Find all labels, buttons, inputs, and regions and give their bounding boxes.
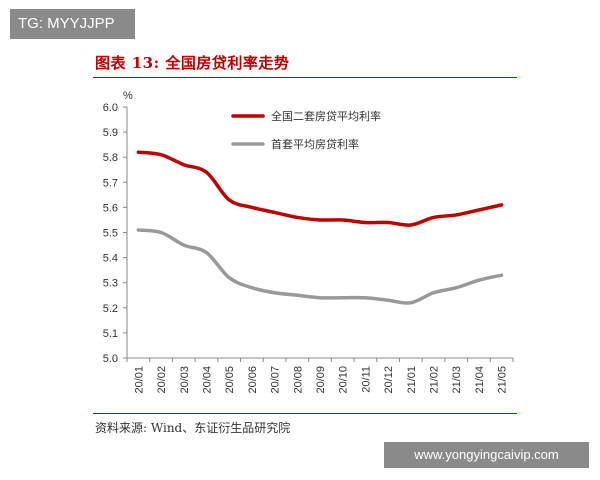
- y-tick-label: 5.2: [103, 303, 118, 315]
- x-tick-label: 20/12: [383, 366, 395, 394]
- x-tick-label: 20/05: [224, 366, 236, 394]
- y-tick-label: 5.8: [103, 152, 118, 164]
- watermark-website: www.yongyingcaivip.com: [384, 442, 589, 468]
- x-tick-label: 21/02: [429, 366, 441, 394]
- y-tick-label: 5.6: [103, 202, 118, 214]
- source-note: 资料来源: Wind、东证衍生品研究院: [95, 421, 291, 435]
- x-tick-label: 20/06: [247, 366, 259, 394]
- series-lines: [136, 150, 504, 305]
- series-line-1: [136, 150, 504, 227]
- y-tick-label: 5.1: [103, 328, 118, 340]
- x-tick-label: 20/09: [315, 366, 327, 394]
- x-tick-label: 20/11: [360, 366, 372, 393]
- watermark-telegram: TG: MYYJJPP: [10, 9, 135, 39]
- y-tick-label: 5.7: [103, 177, 118, 189]
- y-tick-label: 5.9: [103, 127, 118, 139]
- legend-label-2: 首套平均房贷利率: [271, 137, 359, 151]
- x-tick-label: 20/01: [133, 366, 145, 394]
- x-tick-label: 21/01: [406, 366, 418, 394]
- x-tick-label: 20/07: [270, 366, 282, 394]
- x-tick-label: 20/02: [156, 366, 168, 394]
- x-tick-label: 20/08: [292, 366, 304, 394]
- x-tick-label: 21/03: [451, 366, 463, 394]
- y-unit-label: %: [123, 90, 133, 102]
- y-tick-label: 5.5: [103, 228, 118, 240]
- x-tick-label: 20/03: [179, 366, 191, 394]
- legend-label-1: 全国二套房贷平均利率: [271, 109, 381, 123]
- y-tick-label: 6.0: [103, 102, 118, 114]
- x-tick-label: 20/04: [201, 366, 213, 394]
- y-tick-label: 5.0: [103, 353, 118, 365]
- x-tick-label: 21/04: [474, 366, 486, 394]
- y-tick-label: 5.4: [103, 253, 118, 265]
- series-line-2: [136, 228, 504, 305]
- x-axis: 20/01 20/02 20/03 20/04 20/05 20/06 20/07 20/08…: [126, 357, 514, 394]
- y-axis: % 6.0 5.9 5.8 5.7 5.6 5.5 5.4 5.3 5.2 5.1 5.0: [103, 90, 133, 365]
- x-tick-label: 20/10: [338, 366, 350, 394]
- source-divider: [93, 413, 517, 414]
- y-tick-label: 5.3: [103, 278, 118, 290]
- figure-title: 图表 13: 全国房贷利率走势: [95, 54, 290, 72]
- x-tick-label: 21/05: [497, 366, 509, 394]
- title-divider: [93, 77, 517, 78]
